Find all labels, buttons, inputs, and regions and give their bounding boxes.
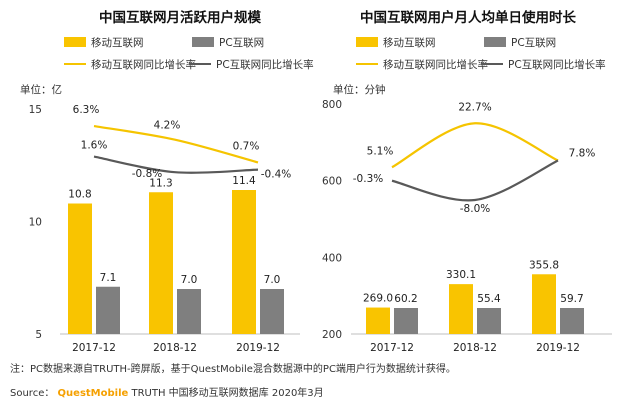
chart2-legend-swatch-1 — [356, 37, 378, 47]
chart1-bar-mobile-label-1: 10.8 — [68, 189, 91, 201]
chart2-y-tick-1: 800 — [322, 99, 342, 111]
chart2-mobile-growth-label-2: 22.7% — [458, 101, 491, 113]
chart2-bar-pc-label-3: 59.7 — [560, 293, 583, 305]
chart2-unit-label: 单位：分钟 — [333, 83, 386, 96]
chart1-legend-label-2: PC互联网 — [219, 37, 264, 49]
chart1-bar-mobile-3 — [232, 190, 256, 334]
chart2-mobile-growth-label-1: 5.1% — [367, 145, 394, 157]
chart1-y-tick-1: 15 — [29, 104, 42, 116]
chart2-bar-pc-2 — [477, 308, 501, 334]
chart2-bar-pc-3 — [560, 308, 584, 334]
chart1-pc-growth-label-1: 1.6% — [81, 140, 108, 152]
chart1-bar-mobile-1 — [68, 203, 92, 334]
chart1-bar-pc-3 — [260, 289, 284, 334]
chart2-y-tick-3: 400 — [322, 252, 342, 264]
chart1-legend-swatch-2 — [192, 37, 214, 47]
chart1-bar-mobile-label-3: 11.4 — [232, 175, 256, 187]
chart2-bar-mobile-label-3: 355.8 — [529, 259, 559, 271]
chart1-mobile-growth-label-2: 4.2% — [154, 120, 181, 132]
chart1-bar-pc-1 — [96, 286, 120, 334]
source-brand: QuestMobile — [57, 388, 129, 399]
chart1-pc-growth-label-2: -0.8% — [132, 168, 162, 180]
chart1-x-tick-2: 2018-12 — [153, 342, 197, 354]
chart1-bar-pc-2 — [177, 289, 201, 334]
source-text: TRUTH 中国移动互联网数据库 2020年3月 — [131, 388, 324, 399]
chart1-x-tick-3: 2019-12 — [236, 342, 280, 354]
chart2-pc-growth-label-1: -0.3% — [353, 173, 383, 185]
chart1-bar-pc-label-3: 7.0 — [264, 274, 281, 286]
chart2-pc-growth-label-2: -8.0% — [460, 203, 490, 215]
source-prefix: Source： — [10, 388, 55, 399]
chart2-bar-mobile-label-1: 269.0 — [363, 293, 393, 305]
chart1-bar-pc-label-1: 7.1 — [100, 272, 117, 284]
chart1-legend-label-4: PC互联网同比增长率 — [216, 58, 314, 71]
chart1-mobile-growth-label-3: 0.7% — [233, 140, 260, 152]
chart2-bar-mobile-2 — [449, 284, 473, 334]
chart1-bar-mobile-2 — [149, 192, 173, 334]
chart2-y-tick-4: 200 — [322, 329, 342, 341]
chart1-y-tick-2: 10 — [29, 217, 42, 229]
chart2-bar-pc-label-1: 60.2 — [394, 293, 417, 305]
chart2-legend-label-4: PC互联网同比增长率 — [508, 58, 606, 71]
chart1-legend-label-1: 移动互联网 — [91, 36, 144, 49]
footnote-text: 注：PC数据来源自TRUTH-跨屏版，基于QuestMobile混合数据源中的P… — [10, 364, 456, 375]
chart2-bar-mobile-3 — [532, 274, 556, 334]
chart2-legend-swatch-2 — [484, 37, 506, 47]
chart2-legend-label-2: PC互联网 — [511, 37, 556, 49]
chart1-mobile-growth-label-1: 6.3% — [73, 104, 100, 116]
chart2-x-tick-2: 2018-12 — [453, 342, 497, 354]
chart2-y-tick-2: 600 — [322, 176, 342, 188]
chart2-line-mobile-growth — [391, 122, 559, 169]
chart2-legend-label-3: 移动互联网同比增长率 — [383, 58, 488, 71]
chart2-bar-mobile-label-2: 330.1 — [446, 269, 476, 281]
chart1-title: 中国互联网月活跃用户规模 — [99, 9, 261, 26]
chart1-legend-label-3: 移动互联网同比增长率 — [91, 58, 196, 71]
chart2-legend-label-1: 移动互联网 — [383, 36, 436, 49]
chart1-bar-pc-label-2: 7.0 — [181, 274, 198, 286]
chart2-mobile-growth-label-3: 7.8% — [569, 148, 596, 160]
chart2-line-pc-growth — [391, 159, 559, 202]
source-line: Source： QuestMobile TRUTH 中国移动互联网数据库 202… — [10, 384, 324, 399]
footnote: 注：PC数据来源自TRUTH-跨屏版，基于QuestMobile混合数据源中的P… — [10, 360, 456, 375]
chart2-x-tick-3: 2019-12 — [536, 342, 580, 354]
chart2-bar-pc-label-2: 55.4 — [477, 293, 501, 305]
chart1-x-tick-1: 2017-12 — [72, 342, 116, 354]
chart2-title: 中国互联网用户月人均单日使用时长 — [360, 9, 576, 26]
chart2-bar-mobile-1 — [366, 307, 390, 334]
chart1-y-tick-3: 5 — [35, 329, 42, 341]
chart1-line-pc-growth — [93, 155, 259, 174]
chart1-pc-growth-label-3: -0.4% — [261, 169, 291, 181]
chart2-x-tick-1: 2017-12 — [370, 342, 414, 354]
chart2-bar-pc-1 — [394, 308, 418, 334]
chart1-legend-swatch-1 — [64, 37, 86, 47]
chart1-line-mobile-growth — [93, 124, 259, 164]
chart1-unit-label: 单位：亿 — [20, 83, 62, 96]
chart1-bar-mobile-label-2: 11.3 — [149, 177, 172, 189]
